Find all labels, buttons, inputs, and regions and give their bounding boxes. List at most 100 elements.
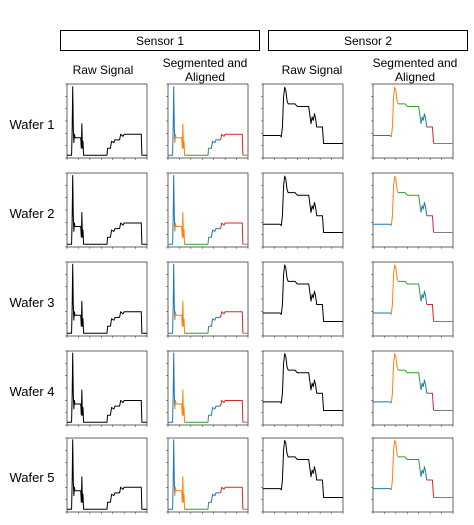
axes-frame: [262, 350, 344, 426]
panel-sensor1-raw-wafer-2: [65, 172, 148, 249]
column-header-line: Segmented and: [162, 56, 248, 70]
raw-signal-line: [263, 264, 343, 322]
column-header-line: Segmented and: [372, 56, 458, 70]
axes-frame: [167, 350, 249, 426]
panel-sensor2-segmented-wafer-1: [371, 83, 454, 160]
segment-2-line: [390, 353, 399, 404]
axes-frame: [167, 261, 249, 337]
raw-signal-line: [263, 175, 343, 233]
sensor-1-header: Sensor 1: [60, 30, 260, 51]
panel-sensor2-raw-wafer-4: [261, 350, 344, 427]
axes-frame: [66, 261, 148, 337]
column-header-line: Aligned: [184, 70, 226, 84]
segment-5-line: [220, 133, 244, 156]
row-label-wafer-5: Wafer 5: [9, 470, 55, 485]
segment-4-line: [420, 379, 428, 394]
segment-1-line: [168, 352, 176, 423]
axes-frame: [167, 83, 249, 159]
segment-4-line: [208, 139, 221, 149]
segment-3-line: [398, 192, 422, 213]
panel-sensor1-raw-wafer-3: [65, 261, 148, 338]
axes-frame: [262, 437, 344, 513]
raw-signal-line: [67, 439, 147, 510]
axes-frame: [167, 437, 249, 513]
segment-3-line: [184, 237, 210, 245]
segment-5-line: [426, 303, 435, 322]
axes-frame: [167, 172, 249, 248]
segment-1-line: [168, 263, 176, 334]
segment-5-line: [220, 486, 244, 510]
segment-5-line: [426, 126, 435, 144]
segment-3-line: [184, 415, 210, 423]
axes-frame: [372, 350, 454, 426]
segment-5-line: [220, 222, 244, 245]
segment-3-line: [184, 326, 210, 334]
column-header-sensor1-raw: Raw Signal: [53, 63, 153, 77]
segment-5-line: [220, 400, 244, 423]
panel-sensor2-raw-wafer-5: [261, 437, 344, 514]
segment-4-line: [420, 290, 428, 305]
segment-5-line: [220, 311, 244, 334]
column-header-line: Raw Signal: [281, 63, 343, 77]
column-header-line: Raw Signal: [72, 63, 134, 77]
panel-sensor1-raw-wafer-1: [65, 83, 148, 160]
segment-4-line: [208, 316, 221, 327]
segment-4-line: [420, 113, 428, 128]
segment-2-line: [390, 264, 399, 315]
segment-2-line: [390, 175, 399, 226]
panel-sensor1-raw-wafer-4: [65, 350, 148, 427]
segment-3-line: [398, 456, 422, 477]
axes-frame: [66, 350, 148, 426]
segment-3-line: [398, 369, 422, 390]
segment-5-line: [426, 215, 435, 233]
segment-5-line: [426, 479, 435, 498]
axes-frame: [262, 261, 344, 337]
raw-signal-line: [263, 439, 343, 498]
column-header-line: Aligned: [394, 70, 436, 84]
panel-sensor2-segmented-wafer-5: [371, 437, 454, 514]
axes-frame: [372, 172, 454, 248]
sensor-2-header: Sensor 2: [268, 30, 468, 51]
raw-signal-line: [67, 263, 147, 334]
column-header-sensor2-segmented: Segmented and Aligned: [365, 56, 465, 84]
row-label-wafer-1: Wafer 1: [9, 117, 55, 132]
panel-sensor2-segmented-wafer-2: [371, 172, 454, 249]
axes-frame: [66, 172, 148, 248]
segment-2-line: [390, 86, 399, 137]
row-label-wafer-3: Wafer 3: [9, 295, 55, 310]
segment-3-line: [398, 103, 422, 124]
panel-sensor1-segmented-wafer-5: [166, 437, 249, 514]
segment-4-line: [208, 492, 221, 503]
axes-frame: [372, 437, 454, 513]
segment-3-line: [184, 148, 210, 156]
segment-4-line: [420, 466, 428, 481]
raw-signal-line: [67, 86, 147, 156]
segment-3-line: [184, 502, 210, 510]
segment-2-line: [174, 123, 186, 156]
panel-sensor1-segmented-wafer-2: [166, 172, 249, 249]
panel-sensor2-raw-wafer-1: [261, 83, 344, 160]
axes-frame: [372, 83, 454, 159]
segment-4-line: [208, 405, 221, 416]
segment-1-line: [168, 175, 176, 245]
axes-frame: [262, 83, 344, 159]
segment-3-line: [398, 280, 422, 302]
axes-frame: [66, 437, 148, 513]
raw-signal-line: [263, 86, 343, 144]
row-label-wafer-4: Wafer 4: [9, 384, 55, 399]
panel-sensor1-raw-wafer-5: [65, 437, 148, 514]
raw-signal-line: [263, 353, 343, 411]
raw-signal-line: [67, 352, 147, 423]
segment-4-line: [420, 201, 428, 216]
panel-sensor2-segmented-wafer-3: [371, 261, 454, 338]
segment-1-line: [168, 86, 176, 156]
panel-sensor1-segmented-wafer-4: [166, 350, 249, 427]
panel-sensor1-segmented-wafer-3: [166, 261, 249, 338]
segment-2-line: [390, 439, 399, 490]
row-label-wafer-2: Wafer 2: [9, 206, 55, 221]
axes-frame: [66, 83, 148, 159]
segment-2-line: [174, 389, 186, 423]
panel-sensor1-segmented-wafer-1: [166, 83, 249, 160]
